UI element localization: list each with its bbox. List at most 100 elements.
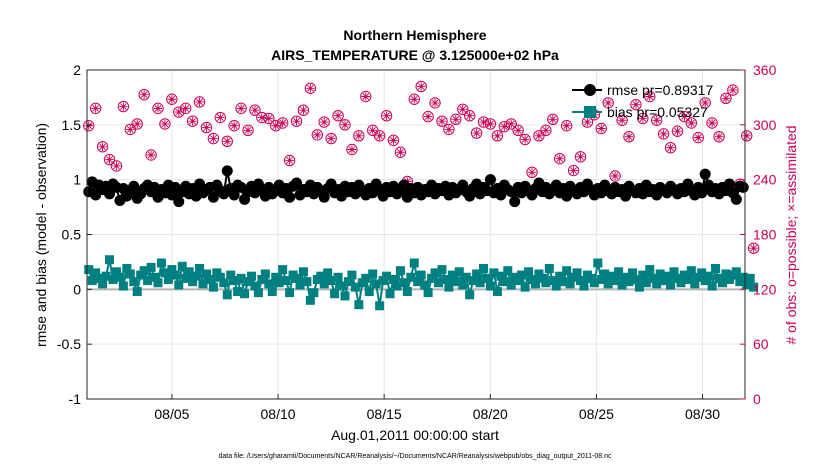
obs-point-circle — [443, 123, 455, 136]
obs-point-circle — [408, 93, 420, 105]
obs-point — [263, 112, 275, 125]
obs-point — [609, 170, 621, 182]
bias-point — [648, 273, 658, 283]
obs-point-cross — [666, 143, 675, 152]
bias-point — [458, 280, 468, 290]
obs-point — [200, 121, 213, 134]
obs-point-cross — [506, 119, 516, 129]
x-axis-label: Aug.01,2011 00:00:00 start — [331, 427, 499, 443]
bias-point — [503, 266, 513, 276]
bias-point — [388, 274, 398, 284]
obs-point-cross — [728, 85, 738, 95]
obs-point-cross — [721, 94, 731, 103]
obs-point-circle — [249, 104, 261, 116]
bias-point — [125, 269, 135, 279]
obs-point — [304, 82, 317, 94]
bias-point — [298, 267, 308, 277]
obs-point-circle — [221, 135, 233, 147]
obs-point-circle — [290, 115, 303, 127]
obs-point-cross — [243, 126, 253, 135]
obs-point-circle — [373, 130, 386, 142]
obs-point — [706, 117, 718, 129]
obs-point — [685, 117, 698, 129]
obs-point — [207, 132, 220, 145]
obs-point-circle — [637, 112, 649, 125]
bias-point — [731, 267, 741, 277]
obs-point — [124, 123, 136, 136]
bias-point — [610, 276, 620, 286]
obs-point-cross — [209, 134, 218, 143]
bias-point — [129, 277, 139, 287]
y-tick-label-right: 300 — [753, 117, 777, 133]
obs-point-cross — [409, 94, 419, 104]
bias-point — [551, 281, 561, 291]
bias-point — [603, 279, 613, 289]
bias-point — [226, 270, 236, 280]
obs-point-cross — [264, 114, 274, 123]
obs-point-cross — [576, 152, 585, 162]
bias-point — [451, 277, 461, 287]
obs-point-cross — [340, 120, 350, 130]
obs-point-cross — [167, 94, 177, 104]
bias-point — [267, 287, 277, 297]
legend-rmse-label: rmse pr=0.89317 — [607, 82, 713, 98]
obs-point — [256, 111, 268, 124]
y-tick-label-right: 360 — [753, 62, 777, 78]
obs-point-cross — [707, 118, 717, 128]
obs-point-cross — [202, 123, 211, 132]
obs-point-circle — [644, 90, 656, 103]
x-tick-label: 08/10 — [261, 406, 296, 422]
obs-point — [595, 122, 607, 135]
rmse-point — [284, 191, 296, 203]
bias-point — [600, 269, 610, 279]
bias-point — [271, 272, 281, 282]
bias-point — [711, 263, 721, 273]
obs-point-cross — [112, 161, 121, 171]
obs-point-circle — [207, 132, 220, 145]
bias-point — [170, 270, 180, 280]
bias-point — [437, 265, 447, 275]
rmse-point — [128, 180, 140, 192]
bias-point — [572, 268, 582, 278]
x-tick-label: 08/20 — [473, 406, 508, 422]
bias-point — [454, 267, 464, 277]
bias-point — [589, 278, 599, 288]
obs-point — [429, 97, 441, 109]
bias-point — [156, 258, 166, 268]
obs-point-cross — [645, 92, 655, 101]
obs-point-cross — [527, 168, 537, 177]
obs-point-cross — [659, 129, 668, 139]
obs-point — [360, 90, 372, 103]
bias-point — [274, 278, 284, 288]
bias-point — [84, 265, 94, 275]
obs-point-circle — [609, 170, 621, 182]
obs-point — [526, 166, 538, 179]
bias-point — [188, 277, 198, 287]
bias-point — [201, 269, 211, 279]
obs-point-cross — [216, 113, 225, 122]
obs-point — [117, 100, 130, 113]
bias-point — [361, 273, 371, 283]
obs-point-cross — [569, 166, 578, 175]
bias-point — [167, 265, 177, 275]
bias-point — [354, 300, 364, 310]
obs-point-circle — [394, 146, 407, 158]
bias-point — [285, 288, 295, 298]
obs-point-cross — [319, 117, 329, 127]
bias-point — [309, 288, 319, 298]
obs-point — [720, 92, 732, 105]
bias-point — [174, 280, 184, 290]
legend-bias-label: bias pr=0.05327 — [607, 104, 708, 120]
obs-point-circle — [311, 129, 323, 141]
bias-point — [520, 282, 530, 292]
obs-point — [325, 132, 337, 145]
rmse-point — [484, 174, 496, 186]
obs-point-circle — [380, 109, 393, 122]
rmse-point — [291, 177, 303, 189]
obs-point — [678, 110, 691, 123]
obs-point-cross — [562, 121, 571, 131]
bias-point — [676, 278, 686, 288]
y-tick-label-left: 2 — [73, 62, 81, 78]
series-obs — [83, 80, 760, 254]
legend-bias-marker — [584, 106, 596, 118]
